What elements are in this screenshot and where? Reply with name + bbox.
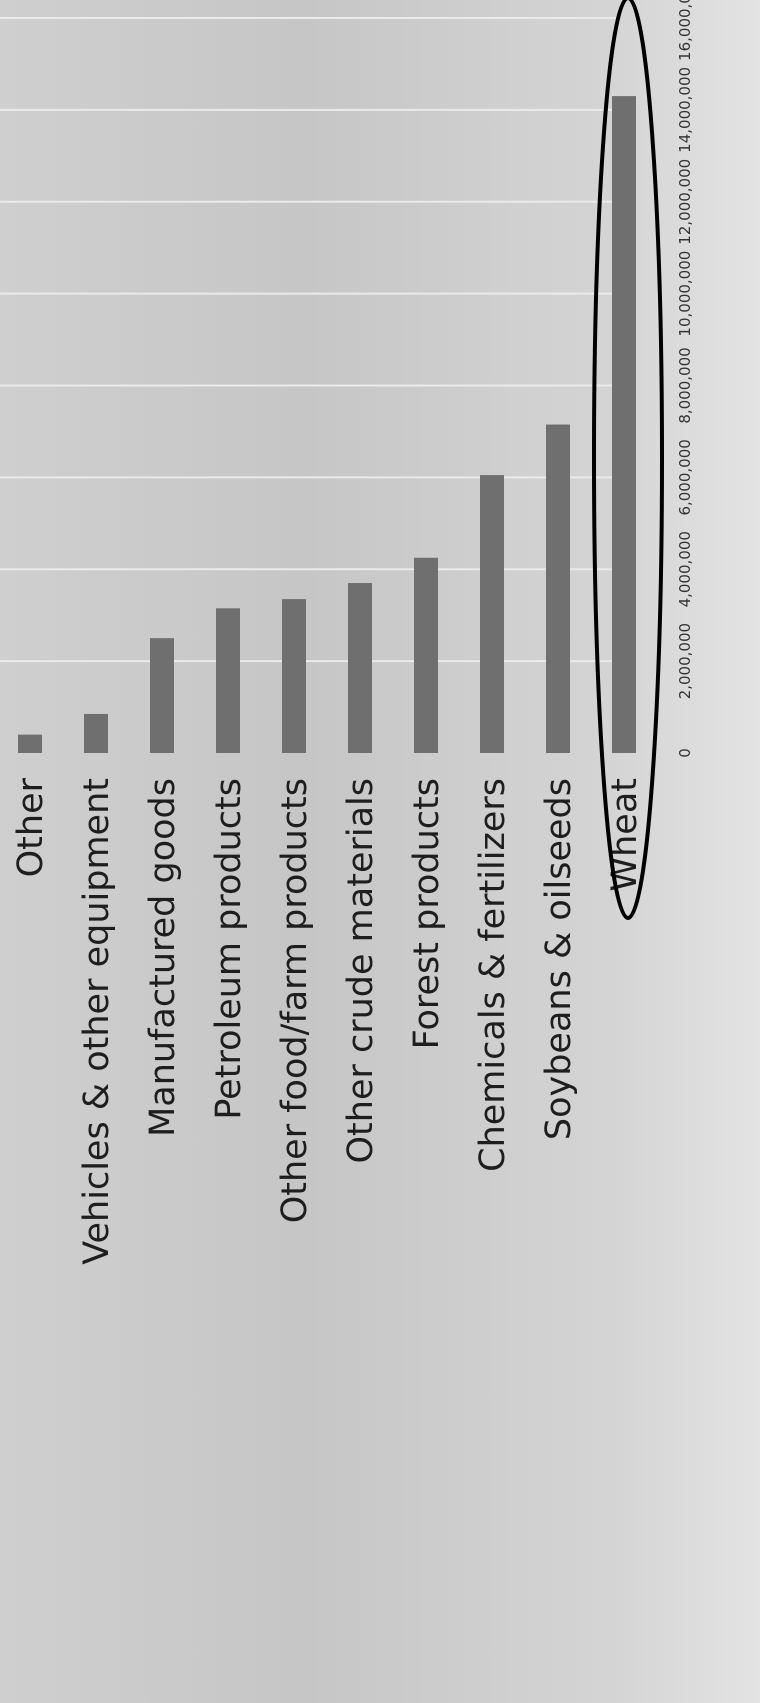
x-tick-label: 8,000,000: [676, 347, 694, 423]
category-label: Forest products: [407, 778, 447, 1049]
category-label: Soybeans & oilseeds: [539, 778, 579, 1140]
gridlines: [0, 17, 620, 663]
category-label: Vehicles & other equipment: [77, 778, 117, 1265]
x-tick-label: 10,000,000: [676, 251, 694, 337]
x-tick-label: 14,000,000: [676, 67, 694, 153]
bar: [546, 424, 570, 753]
bar: [84, 713, 108, 753]
x-tick-label: 6,000,000: [676, 439, 694, 515]
bar: [216, 608, 240, 753]
category-label: Petroleum products: [209, 778, 249, 1120]
category-label: Chemicals & fertilizers: [473, 778, 513, 1172]
highlight-ellipse: [592, 0, 664, 920]
bar: [480, 475, 504, 753]
bar: [348, 583, 372, 753]
bars: [18, 96, 636, 753]
category-label: Wheat: [605, 778, 645, 892]
category-label: Other: [11, 777, 51, 877]
x-tick-label: 12,000,000: [676, 159, 694, 245]
category-label: Other food/farm products: [275, 778, 315, 1223]
bar: [150, 638, 174, 753]
x-tick-labels: 0 2,000,000 4,000,000 6,000,000 8,000,000 10,…: [676, 0, 694, 758]
category-label: Other crude materials: [341, 778, 381, 1164]
x-tick-label: 4,000,000: [676, 531, 694, 607]
category-labels: Other Vehicles & other equipment Manufactu…: [11, 777, 645, 1264]
bar: [18, 734, 42, 753]
x-tick-label: 2,000,000: [676, 623, 694, 699]
bar: [282, 599, 306, 753]
category-label: Manufactured goods: [143, 778, 183, 1137]
x-tick-label: 16,000,000: [676, 0, 694, 61]
bar: [414, 557, 438, 753]
bar: [612, 96, 636, 753]
x-tick-label: 0: [676, 748, 694, 758]
